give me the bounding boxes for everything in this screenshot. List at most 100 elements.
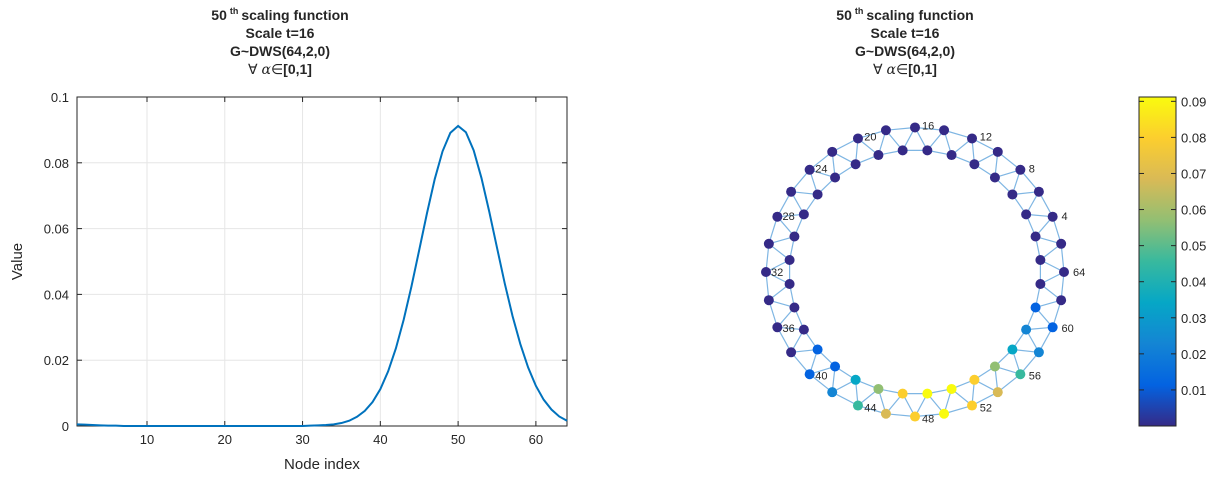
graph-node bbox=[852, 400, 863, 411]
graph-node bbox=[1030, 231, 1041, 242]
y-tick-label: 0.08 bbox=[44, 156, 69, 171]
node-label: 32 bbox=[771, 267, 783, 279]
graph-node bbox=[939, 408, 950, 419]
graph-node bbox=[786, 186, 797, 197]
graph-node bbox=[852, 133, 863, 144]
node-label: 56 bbox=[1029, 371, 1041, 383]
graph-node bbox=[1056, 295, 1067, 306]
graph-node bbox=[989, 361, 1000, 372]
graph-node bbox=[922, 388, 933, 399]
graph-node bbox=[850, 159, 861, 170]
colorbar-ticks: 0.01 0.02 0.03 0.04 0.05 0.06 0.07 0.08 0.09 bbox=[1139, 94, 1206, 398]
graph-node bbox=[967, 400, 978, 411]
graph-node bbox=[830, 172, 841, 183]
graph-node bbox=[772, 322, 783, 333]
graph-node bbox=[946, 383, 957, 394]
node-label: 12 bbox=[980, 132, 992, 144]
graph-node bbox=[1007, 344, 1018, 355]
colorbar-tick-label: 0.03 bbox=[1181, 311, 1206, 326]
left-title-alpha: ∀ α∈[0,1] bbox=[248, 61, 312, 78]
node-label: 8 bbox=[1029, 163, 1035, 175]
graph-node bbox=[1033, 347, 1044, 358]
colorbar-tick-label: 0.08 bbox=[1181, 130, 1206, 145]
colorbar bbox=[1138, 96, 1177, 427]
graph-node bbox=[1015, 369, 1026, 380]
left-title-graph: G~DWS(64,2,0) bbox=[230, 43, 330, 59]
graph-node bbox=[763, 295, 774, 306]
graph-node bbox=[1033, 186, 1044, 197]
ticks: 10 20 30 40 50 60 0 0.02 0.04 0.06 0.08 0.1 bbox=[44, 90, 567, 447]
graph-node bbox=[798, 324, 809, 335]
graph-node bbox=[772, 211, 783, 222]
graph-node bbox=[880, 408, 891, 419]
node-label: 40 bbox=[815, 371, 827, 383]
y-axis-label: Value bbox=[9, 243, 26, 280]
series-line bbox=[76, 124, 568, 427]
graph-node bbox=[850, 374, 861, 385]
node-label: 64 bbox=[1073, 267, 1085, 279]
graph-node bbox=[784, 278, 795, 289]
graph-node bbox=[1056, 238, 1067, 249]
node-label: 16 bbox=[922, 120, 934, 132]
graph-node bbox=[812, 189, 823, 200]
graph-node bbox=[789, 231, 800, 242]
x-tick-label: 30 bbox=[295, 432, 309, 447]
colorbar-tick-label: 0.01 bbox=[1181, 383, 1206, 398]
graph-node bbox=[812, 344, 823, 355]
graph-node bbox=[992, 387, 1003, 398]
graph-node bbox=[873, 383, 884, 394]
graph-node bbox=[992, 146, 1003, 157]
y-tick-label: 0.06 bbox=[44, 222, 69, 237]
graph-node bbox=[967, 133, 978, 144]
x-tick-label: 10 bbox=[140, 432, 154, 447]
graph-nodes bbox=[761, 122, 1069, 422]
y-tick-label: 0.02 bbox=[44, 353, 69, 368]
y-tick-label: 0.04 bbox=[44, 287, 69, 302]
graph-node bbox=[897, 145, 908, 156]
graph-node bbox=[969, 374, 980, 385]
graph-node bbox=[910, 122, 920, 133]
node-label: 52 bbox=[980, 402, 992, 414]
graph-node bbox=[1021, 209, 1032, 220]
node-label: 28 bbox=[782, 211, 794, 223]
graph-node bbox=[939, 125, 950, 136]
graph-node bbox=[830, 361, 841, 372]
node-label: 36 bbox=[782, 323, 794, 335]
graph-node bbox=[784, 255, 795, 266]
grid-lines bbox=[77, 96, 567, 427]
y-tick-label: 0 bbox=[62, 419, 69, 434]
left-title-scale: Scale t=16 bbox=[245, 25, 315, 41]
graph-node bbox=[1021, 324, 1032, 335]
graph-node bbox=[798, 209, 809, 220]
right-title-graph: G~DWS(64,2,0) bbox=[855, 43, 955, 59]
line-chart: 10 20 30 40 50 60 0 0.02 0.04 0.06 0.08 0.1 Node in… bbox=[9, 90, 568, 473]
graph-node bbox=[1035, 278, 1046, 289]
graph-node bbox=[1035, 255, 1046, 266]
graph-node bbox=[880, 125, 891, 136]
graph-node bbox=[1047, 211, 1058, 222]
x-tick-label: 60 bbox=[529, 432, 543, 447]
node-label: 4 bbox=[1062, 211, 1068, 223]
graph-node bbox=[1047, 322, 1058, 333]
graph-node bbox=[789, 302, 800, 313]
graph-node bbox=[827, 387, 838, 398]
x-tick-label: 20 bbox=[218, 432, 232, 447]
graph-node bbox=[910, 411, 920, 422]
colorbar-tick-label: 0.02 bbox=[1181, 347, 1206, 362]
graph-node bbox=[1007, 189, 1018, 200]
graph-node bbox=[873, 150, 884, 161]
graph-node bbox=[989, 172, 1000, 183]
x-axis-label: Node index bbox=[284, 456, 360, 473]
graph-node bbox=[786, 347, 797, 358]
right-title-scale: Scale t=16 bbox=[870, 25, 940, 41]
right-title-alpha: ∀ α∈[0,1] bbox=[873, 61, 937, 78]
graph-node bbox=[1030, 302, 1041, 313]
colorbar-tick-label: 0.06 bbox=[1181, 203, 1206, 218]
colorbar-tick-label: 0.09 bbox=[1181, 94, 1206, 109]
node-label: 48 bbox=[922, 414, 934, 426]
graph-node bbox=[1059, 267, 1069, 277]
graph-node bbox=[969, 159, 980, 170]
